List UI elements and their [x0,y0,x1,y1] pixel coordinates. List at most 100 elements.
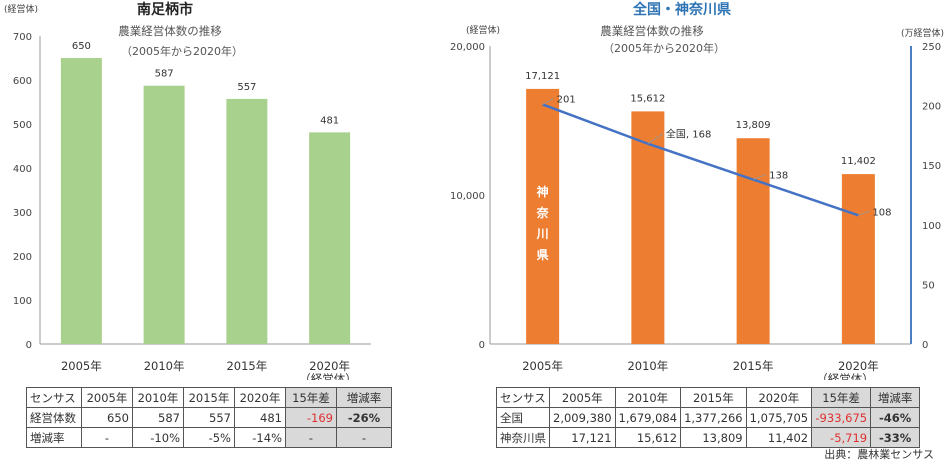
left-table-header-cell: 2005年 [81,387,133,408]
left-table-header-cell: 15年差 [285,387,337,408]
source-note: 出典：農林業センサス [824,448,934,461]
right-table-header-cell: 増減率 [870,387,921,408]
left-x-tick-label: 2005年 [61,359,102,373]
right-table-cell: -46% [870,407,921,428]
left-table-cell: 587 [132,407,184,428]
right-bar-value-label: 11,402 [841,156,876,167]
left-table-cell: 経営体数 [26,407,82,428]
right-table-cell: 全国 [496,407,550,428]
right-line-value-label: 全国, 168 [666,128,711,141]
right-x-labels: 2005年 2010年 2015年 2020年 [522,359,879,373]
left-bar [143,85,185,344]
right-bar-value-label: 13,809 [736,120,771,131]
left-table-header-cell: 2020年 [234,387,286,408]
right-bar [736,138,770,344]
left-chart-period: （2005年から2020年） [121,44,243,58]
left-y-tick-label: 200 [13,252,32,263]
left-x-tick-label: 2020年 [309,359,350,373]
left-table-cell: 増減率 [26,427,82,448]
left-chart-subtitle: 農業経営体数の推移 [118,24,222,38]
right-line-leader [542,98,554,105]
charts-canvas: 南足柄市 農業経営体数の推移 （2005年から2020年） (経営体) 0 100… [4,1,944,380]
right-line-path [542,103,859,217]
right-table-cell: 11,402 [745,427,813,448]
left-table-cell: 650 [81,407,133,428]
right-table-cell: -33% [870,427,921,448]
right-y-unit-right: (万経営体) [901,27,944,39]
right-table-header-cell: センサス [496,387,550,408]
right-line-value-label: 108 [872,207,891,218]
right-x-tick-label: 2005年 [522,359,563,373]
left-y-tick-label: 400 [13,164,32,175]
right-table-cell: 13,809 [680,427,747,448]
left-table-cell: - [285,427,337,448]
left-bar-value-label: 650 [72,41,91,52]
right-bar-value-label: 17,121 [525,71,560,82]
right-table-header-cell: 2010年 [614,387,682,408]
right-right-y-tick-label: 100 [922,221,941,232]
left-y-tick-label: 0 [26,340,32,351]
left-bar-value-label: 481 [320,115,339,126]
right-table-header-cell: 2005年 [549,387,616,408]
left-x-tick-label: 2015年 [226,359,267,373]
left-table-row: 増減率 - -10% -5% -14% - - [26,427,392,448]
right-right-y-tick-label: 0 [922,340,928,351]
left-bar [309,132,351,344]
right-table-cell: 神奈川県 [496,427,550,448]
right-line-series: 201 全国, 168 138 108 [542,94,891,218]
left-table-cell: 481 [234,407,286,428]
left-table-row: 経営体数 650 587 557 481 -169 -26% [26,407,392,428]
right-left-y-tick-label: 20,000 [450,42,485,53]
right-left-y-tick-label: 10,000 [450,191,485,202]
left-table-header-cell: センサス [26,387,82,408]
left-table-header-cell: 増減率 [336,387,392,408]
left-table-cell: -14% [234,427,286,448]
right-bar [841,174,875,344]
right-bar-inner-label: 県 [537,248,549,262]
right-table-row: 神奈川県 17,121 15,612 13,809 11,402 -5,719 -33% [496,427,921,448]
left-table-cell: -26% [336,407,392,428]
right-bars: 17,121 15,612 13,809 11,402 神奈川県 [525,71,876,345]
right-chart-period: （2005年から2020年） [603,41,725,55]
right-table-cell: -5,719 [811,427,872,448]
right-right-y-tick-label: 50 [922,280,935,291]
right-table-header-row: センサス 2005年 2010年 2015年 2020年 15年差 増減率 [496,387,921,408]
right-bar-inner-label: 神 [537,184,549,199]
right-table-header-cell: 2015年 [680,387,747,408]
left-y-tick-label: 300 [13,208,32,219]
left-bar [60,58,102,344]
right-table-header-cell: 15年差 [811,387,872,408]
left-table-cell: - [81,427,133,448]
right-line-leader [858,210,870,216]
left-table-cell: -169 [285,407,337,428]
right-table-cell: 1,377,266 [680,407,747,428]
right-chart: 全国・神奈川県 農業経営体数の推移 （2005年から2020年） (経営体) (… [450,1,944,380]
left-x-labels: 2005年 2010年 2015年 2020年 [61,359,350,373]
right-x-tick-label: 2010年 [627,359,668,373]
right-bar [526,88,560,345]
right-line-value-label: 138 [769,171,788,182]
left-table-header-cell: 2015年 [183,387,235,408]
right-line-leader [752,174,767,180]
right-right-y-tick-label: 150 [922,161,941,172]
left-table-cell: - [336,427,392,448]
left-data-table: センサス 2005年 2010年 2015年 2020年 15年差 増減率 経営体数 650 58… [26,387,392,448]
left-bar-value-label: 557 [237,82,256,93]
left-x-note: （経営体） [299,372,357,380]
left-x-tick-label: 2010年 [144,359,185,373]
left-chart-title: 南足柄市 [137,1,193,18]
left-y-ticks: 0 100 200 300 400 500 600 700 [13,32,32,351]
right-y-ticks-right: 0 50 100 150 200 250 [922,42,941,351]
right-chart-subtitle: 農業経営体数の推移 [600,24,704,38]
right-table-cell: 15,612 [614,427,682,448]
right-x-note: （経営体） [816,372,874,380]
right-left-y-tick-label: 0 [479,340,485,351]
right-data-table: センサス 2005年 2010年 2015年 2020年 15年差 増減率 全国 2,009,3… [496,387,921,448]
right-table-cell: 17,121 [549,427,616,448]
right-bar-value-label: 15,612 [630,93,665,104]
right-y-unit-left: (経営体) [466,24,500,36]
right-bar-inner-label: 奈 [536,205,550,220]
left-table-cell: -5% [183,427,235,448]
right-line-leader [647,133,664,145]
left-y-unit: (経営体) [4,3,38,15]
